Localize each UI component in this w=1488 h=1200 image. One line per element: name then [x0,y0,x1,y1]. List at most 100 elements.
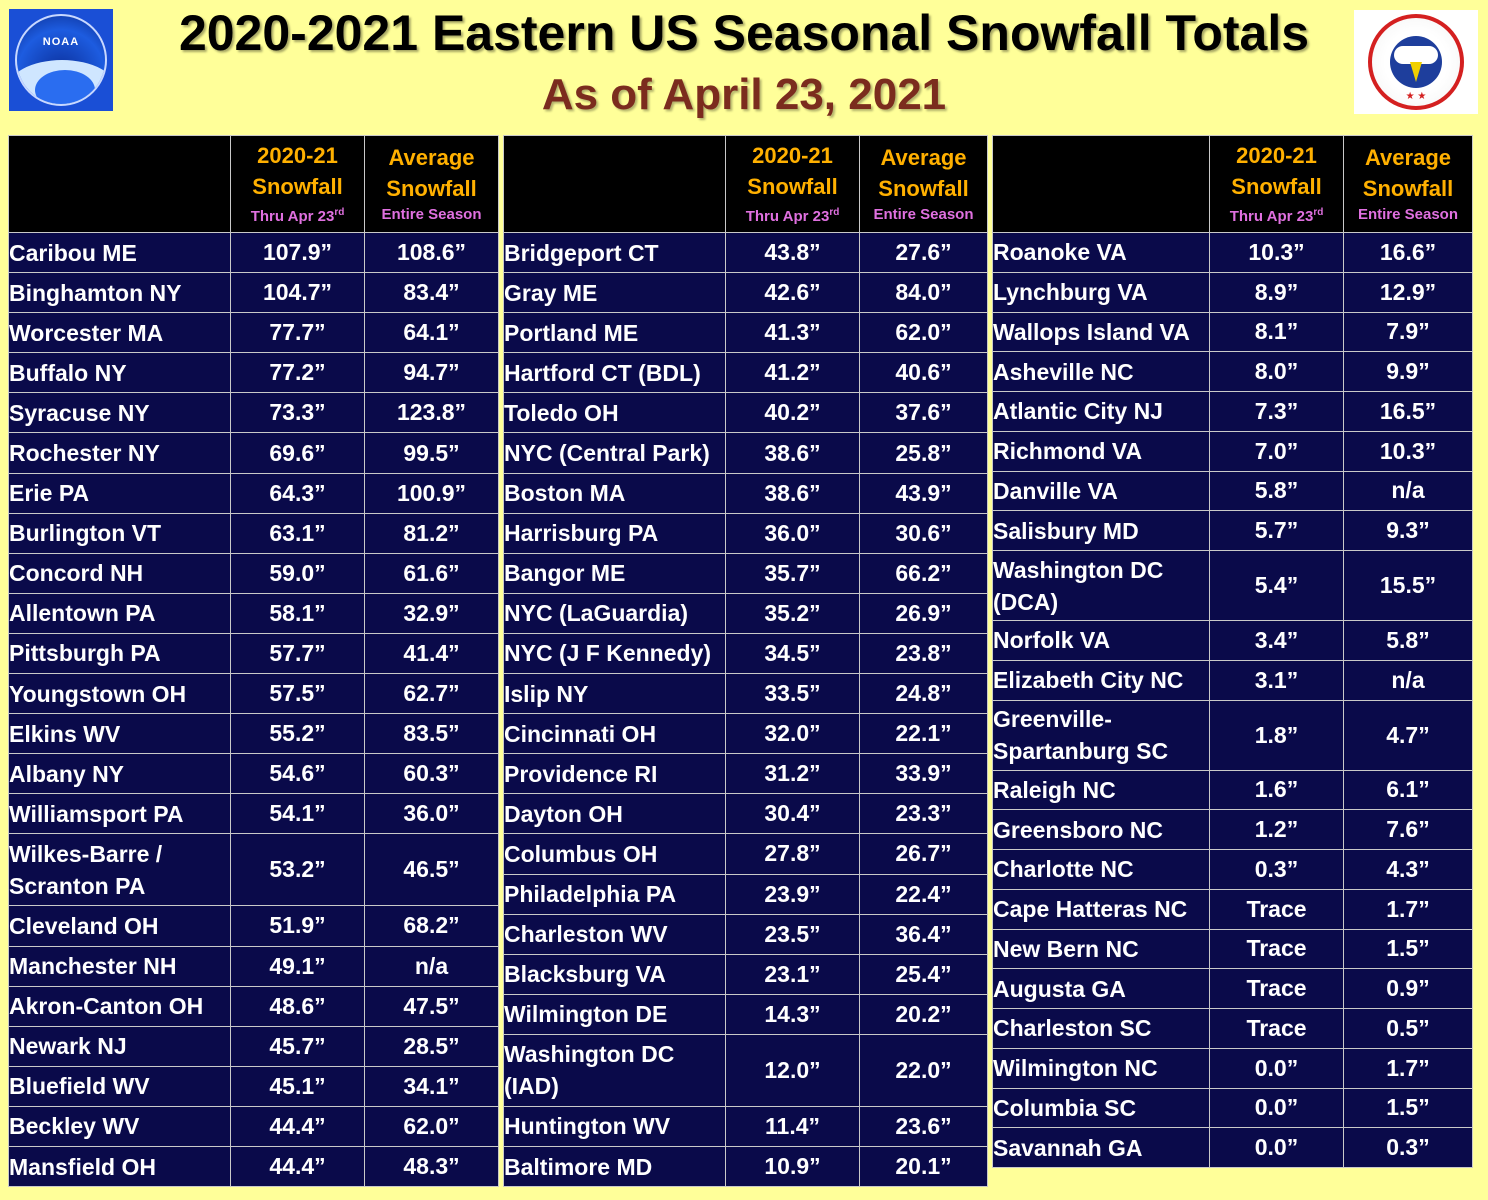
table-row: Buffalo NY 77.2” 94.7” [8,352,499,394]
current-snowfall-value: 7.3” [1209,391,1344,432]
average-snowfall-value: 9.3” [1343,510,1473,551]
average-snowfall-value: 33.9” [859,753,988,795]
table-row: Providence RI 31.2” 33.9” [503,753,988,795]
current-snowfall-value: 57.7” [230,632,365,675]
average-snowfall-value: 36.0” [364,793,499,835]
current-snowfall-value: 35.2” [725,592,860,634]
table-row: Savannah GA 0.0” 0.3” [992,1127,1473,1168]
current-snowfall-value: 23.1” [725,953,860,995]
table-row: Wallops Island VA 8.1” 7.9” [992,311,1473,353]
average-snowfall-value: 1.5” [1343,1087,1473,1129]
table-row: Baltimore MD 10.9” 20.1” [503,1145,988,1188]
city-name: Burlington VT [8,512,231,554]
current-snowfall-value: Trace [1209,888,1344,930]
average-snowfall-value: 41.4” [364,632,499,675]
table-row: Wilkes-Barre / Scranton PA 53.2” 46.5” [8,833,499,907]
page-title: 2020-2021 Eastern US Seasonal Snowfall T… [178,5,1310,61]
current-snowfall-value: 3.1” [1209,659,1344,701]
city-name: Providence RI [503,753,726,795]
city-name: Cape Hatteras NC [992,888,1210,930]
current-snowfall-value: 5.4” [1209,550,1344,621]
average-snowfall-value: 62.0” [859,312,988,354]
city-name: Huntington WV [503,1105,726,1147]
average-snowfall-value: 10.3” [1343,430,1473,472]
current-snowfall-value: 49.1” [230,945,365,987]
average-snowfall-value: 12.9” [1343,271,1473,313]
average-snowfall-value: 7.6” [1343,809,1473,850]
city-name: Islip NY [503,673,726,715]
current-snowfall-value: 1.6” [1209,769,1344,811]
city-name: Pittsburgh PA [8,632,231,675]
table-row: Mansfield OH 44.4” 48.3” [8,1145,499,1188]
average-snowfall-value: 37.6” [859,392,988,434]
average-snowfall-value: 5.8” [1343,620,1473,661]
current-snowfall-value: 1.8” [1209,699,1344,771]
table-row: Akron-Canton OH 48.6” 47.5” [8,985,499,1027]
city-name: Washington DC (IAD) [503,1033,726,1107]
table-row: Cleveland OH 51.9” 68.2” [8,905,499,947]
table-row: Youngstown OH 57.5” 62.7” [8,673,499,715]
average-snowfall-value: 60.3” [364,753,499,795]
average-snowfall-value: 100.9” [364,472,499,514]
current-snowfall-column-header: 2020-21 Snowfall Thru Apr 23rd [230,135,365,233]
average-snowfall-value: 4.3” [1343,849,1473,890]
current-snowfall-value: 58.1” [230,592,365,634]
nws-emblem-icon: ★ ★ [1368,14,1464,110]
current-snowfall-value: 77.2” [230,352,365,394]
table-row: Manchester NH 49.1” n/a [8,945,499,987]
table-row: Bluefield WV 45.1” 34.1” [8,1065,499,1107]
average-snowfall-value: 23.6” [859,1105,988,1147]
average-snowfall-value: 108.6” [364,231,499,274]
table-row: Atlantic City NJ 7.3” 16.5” [992,391,1473,432]
table-row: Harrisburg PA 36.0” 30.6” [503,512,988,554]
current-snowfall-value: 41.3” [725,312,860,354]
snowfall-table-2: 2020-21 Snowfall Thru Apr 23rd Average Snowf… [503,135,988,1188]
average-snowfall-value: 66.2” [859,552,988,594]
average-snowfall-value: 4.7” [1343,699,1473,771]
current-snowfall-value: 38.6” [725,472,860,514]
average-snowfall-value: 61.6” [364,552,499,594]
current-snowfall-column-header: 2020-21 Snowfall Thru Apr 23rd [725,135,860,233]
city-name: Danville VA [992,470,1210,512]
current-snowfall-value: 36.0” [725,512,860,554]
current-snowfall-value: 5.8” [1209,470,1344,512]
snowfall-table-1: 2020-21 Snowfall Thru Apr 23rd Average Snowf… [8,135,499,1188]
city-name: Charleston SC [992,1008,1210,1049]
current-snowfall-value: 40.2” [725,392,860,434]
current-snowfall-value: 107.9” [230,231,365,274]
city-name: Roanoke VA [992,232,1210,273]
nws-logo: ★ ★ [1354,10,1478,114]
table-header-row: 2020-21 Snowfall Thru Apr 23rd Average Snowf… [503,135,988,233]
city-name: Richmond VA [992,430,1210,472]
table-row: Blacksburg VA 23.1” 25.4” [503,953,988,995]
city-name: Salisbury MD [992,510,1210,551]
average-snowfall-value: 23.8” [859,632,988,675]
average-snowfall-value: 7.9” [1343,311,1473,353]
average-snowfall-value: 64.1” [364,312,499,354]
city-name: Allentown PA [8,592,231,634]
city-name: Cincinnati OH [503,713,726,755]
current-snowfall-value: 59.0” [230,552,365,594]
city-name: Blacksburg VA [503,953,726,995]
table-row: Caribou ME 107.9” 108.6” [8,231,499,274]
noaa-logo-text: NOAA [42,36,80,48]
average-snowfall-value: 32.9” [364,592,499,634]
city-name: Raleigh NC [992,769,1210,811]
city-name: Hartford CT (BDL) [503,352,726,394]
average-snowfall-value: 68.2” [364,905,499,947]
average-snowfall-value: n/a [364,945,499,987]
current-snowfall-value: 34.5” [725,632,860,675]
city-name: Charleston WV [503,913,726,955]
current-snowfall-value: Trace [1209,968,1344,1009]
city-name: Binghamton NY [8,272,231,314]
current-snowfall-value: 45.1” [230,1065,365,1107]
city-name: NYC (LaGuardia) [503,592,726,634]
current-snowfall-value: 48.6” [230,985,365,1027]
table-row: Cincinnati OH 32.0” 22.1” [503,713,988,755]
current-snowfall-value: 42.6” [725,272,860,314]
city-name: Charlotte NC [992,849,1210,890]
city-name: Dayton OH [503,793,726,835]
table-row: Asheville NC 8.0” 9.9” [992,351,1473,392]
table-row: Pittsburgh PA 57.7” 41.4” [8,632,499,675]
table-row: Dayton OH 30.4” 23.3” [503,793,988,835]
